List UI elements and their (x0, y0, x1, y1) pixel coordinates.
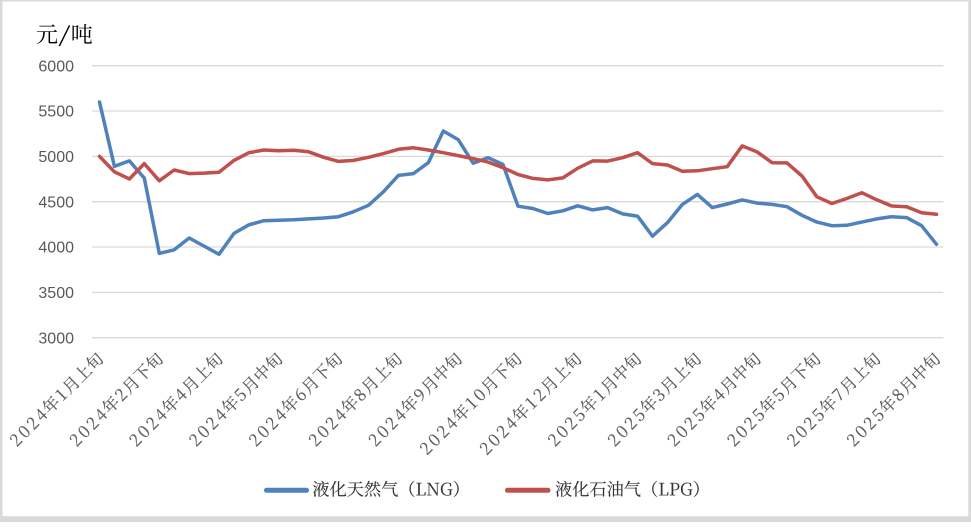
svg-text:6000: 6000 (38, 58, 74, 75)
svg-text:4000: 4000 (38, 240, 74, 257)
svg-text:3500: 3500 (38, 285, 74, 302)
svg-text:4500: 4500 (38, 194, 74, 211)
svg-text:5500: 5500 (38, 104, 74, 121)
svg-text:5000: 5000 (38, 149, 74, 166)
svg-text:3000: 3000 (38, 330, 74, 347)
